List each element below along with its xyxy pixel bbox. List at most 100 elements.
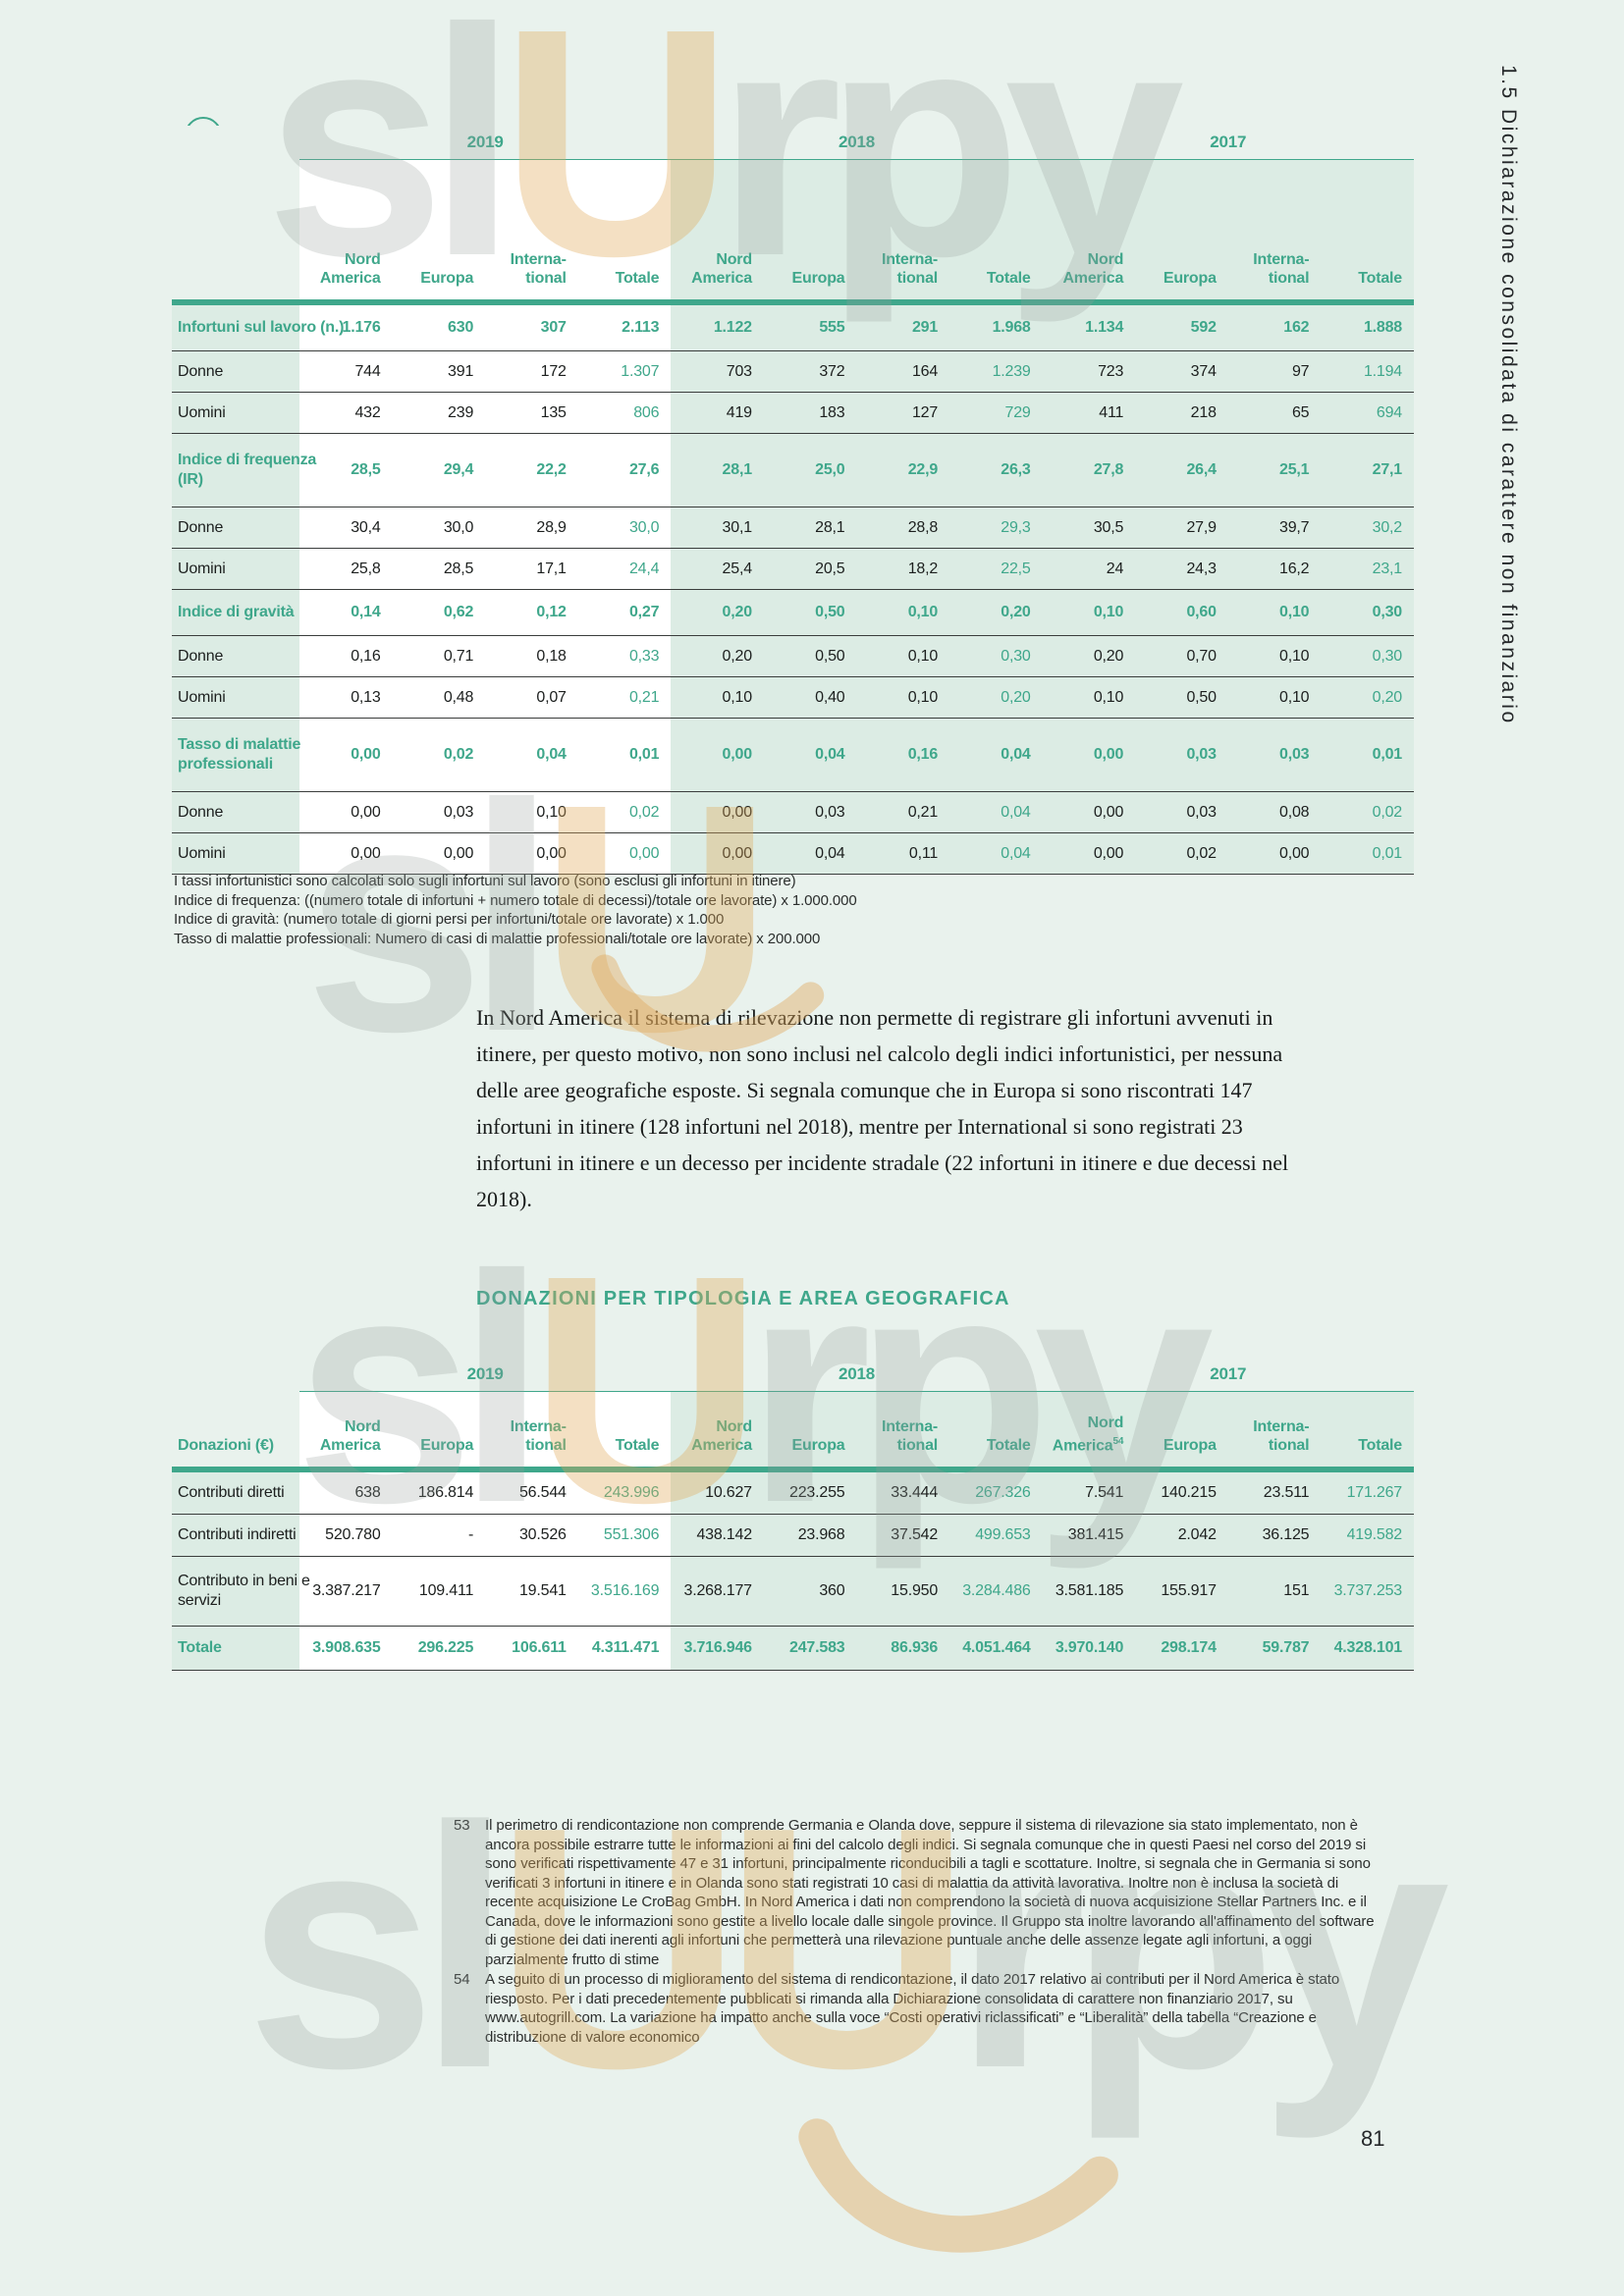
table-row: Uomini 25,8 28,5 17,1 24,4 25,4 20,5 18,2 22,5 24… [172, 548, 1414, 590]
cell-value: 23,1 [1321, 548, 1414, 590]
cell-value: 729 [949, 392, 1043, 434]
cell-value: 0,00 [577, 832, 672, 875]
infortuni-table-wrap: 2019 2018 2017 Nord America Europa Interna- t… [172, 126, 1414, 875]
table-row: Donne 744 391 172 1.307 703 372 164 1.239 723 374 9… [172, 350, 1414, 393]
cell-value: 0,20 [1321, 676, 1414, 719]
cell-value: 0,71 [392, 635, 486, 677]
cell-value: 0,04 [949, 791, 1043, 833]
column-header: Europa [1135, 159, 1228, 305]
column-header: Interna- tional [856, 1391, 950, 1472]
column-header: Totale [949, 159, 1043, 305]
cell-value: 555 [819, 319, 845, 336]
cell-value: 27,1 [1321, 433, 1414, 507]
cell-value: 29,3 [949, 507, 1043, 549]
row-label: Uomini [172, 392, 299, 434]
cell-value: 0,70 [1135, 635, 1228, 677]
cell-value: 0,03 [1135, 718, 1228, 792]
cell-value: 0,10 [485, 791, 578, 833]
cell-value: 25,0 [763, 433, 857, 507]
cell-value: 438.142 [671, 1514, 764, 1557]
cell-value: 22,9 [856, 433, 950, 507]
cell-value: 0,18 [485, 635, 578, 677]
cell-value: 0,00 [485, 832, 578, 875]
cell-value: 23.968 [763, 1514, 857, 1557]
cell-value: 28,5 [299, 433, 393, 507]
column-header: Totale [577, 159, 672, 305]
table-row: Uomini 0,13 0,48 0,07 0,21 0,10 0,40 0,10 0,20 0,… [172, 676, 1414, 719]
cell-value: 27,9 [1135, 507, 1228, 549]
cell-value: 0,10 [1042, 589, 1136, 636]
cell-value: 0,02 [392, 718, 486, 792]
cell-value: 0,21 [856, 791, 950, 833]
cell-value: 106.611 [485, 1626, 578, 1671]
cell-value: 25,8 [299, 548, 393, 590]
cell-value: 0,00 [299, 718, 393, 792]
cell-value: 0,33 [577, 635, 672, 677]
cell-value: 59.787 [1227, 1626, 1322, 1671]
column-header: Interna- tional [1227, 1391, 1322, 1472]
table1-notes: I tassi infortunistici sono calcolati so… [174, 872, 857, 948]
cell-value: 15.950 [856, 1556, 950, 1627]
note-line: Tasso di malattie professionali: Numero … [174, 930, 821, 947]
cell-value: 0,10 [671, 676, 764, 719]
cell-value: 0,20 [1042, 635, 1136, 677]
row-label: Contributi diretti [178, 1484, 285, 1501]
cell-value: 499.653 [949, 1514, 1043, 1557]
cell-value: 25,1 [1227, 433, 1322, 507]
cell-value: - [392, 1514, 486, 1557]
cell-value: 65 [1227, 392, 1322, 434]
row-label: Contributo in beni e servizi [172, 1556, 310, 1627]
cell-value: 37.542 [856, 1514, 950, 1557]
column-header: Interna- tional [856, 159, 950, 305]
cell-value: 630 [448, 319, 474, 336]
column-header: Europa [392, 159, 486, 305]
cell-value: 0,30 [949, 635, 1043, 677]
cell-value: 25,4 [671, 548, 764, 590]
cell-value: 432 [299, 392, 393, 434]
year-header: 2018 [671, 1358, 1043, 1392]
cell-value: 26,4 [1135, 433, 1228, 507]
cell-value: 16,2 [1227, 548, 1322, 590]
table2-title: DONAZIONI PER TIPOLOGIA E AREA GEOGRAFIC… [476, 1288, 1010, 1309]
cell-value: 30,0 [577, 507, 672, 549]
cell-value: 0,01 [1321, 718, 1414, 792]
cell-value: 0,00 [1042, 791, 1136, 833]
note-line: I tassi infortunistici sono calcolati so… [174, 873, 796, 889]
footnote-text: Il perimetro di rendicontazione non comp… [485, 1817, 1375, 1968]
cell-value: 172 [485, 350, 578, 393]
cell-value: 381.415 [1042, 1514, 1136, 1557]
cell-value: 3.737.253 [1321, 1556, 1414, 1627]
cell-value: 0,03 [1227, 718, 1322, 792]
column-header: Nord America [671, 1391, 764, 1472]
cell-value: 28,5 [392, 548, 486, 590]
table-row: Donne 0,16 0,71 0,18 0,33 0,20 0,50 0,10 0,30 0,2… [172, 635, 1414, 677]
cell-value: 0,14 [299, 589, 393, 636]
table-row: Infortuni sul lavoro (n.) 1.176 630 307 2.11… [172, 302, 1414, 351]
table-row: Donne 30,4 30,0 28,9 30,0 30,1 28,1 28,8 29,3 30,… [172, 507, 1414, 549]
cell-value: 151 [1227, 1556, 1322, 1627]
cell-value: 0,03 [763, 791, 857, 833]
donazioni-table-wrap: 2019 2018 2017 Donazioni (€) Nord America Eur… [172, 1358, 1414, 1671]
cell-value: 298.174 [1135, 1626, 1228, 1671]
cell-value: 0,00 [671, 718, 764, 792]
year-header: 2018 [671, 126, 1043, 160]
cell-value: 291 [911, 319, 939, 336]
cell-value: 140.215 [1161, 1484, 1217, 1501]
cell-value: 0,02 [1135, 832, 1228, 875]
cell-value: 30,1 [671, 507, 764, 549]
footnote: 54 A seguito di un processo di miglioram… [454, 1970, 1377, 2047]
cell-value: 0,01 [577, 718, 672, 792]
cell-value: 22,5 [949, 548, 1043, 590]
column-header: Totale [949, 1391, 1043, 1472]
cell-value: 0,20 [671, 589, 764, 636]
cell-value: 0,40 [763, 676, 857, 719]
chapter-sidebar-label: 1.5 Dichiarazione consolidata di caratte… [1497, 65, 1520, 725]
cell-value: 30.526 [485, 1514, 578, 1557]
cell-value: 3.284.486 [949, 1556, 1043, 1627]
cell-value: 0,50 [1135, 676, 1228, 719]
column-header: Nord America [671, 159, 764, 305]
cell-value: 520.780 [299, 1514, 393, 1557]
column-header: Totale [577, 1391, 672, 1472]
cell-value: 0,10 [1227, 635, 1322, 677]
